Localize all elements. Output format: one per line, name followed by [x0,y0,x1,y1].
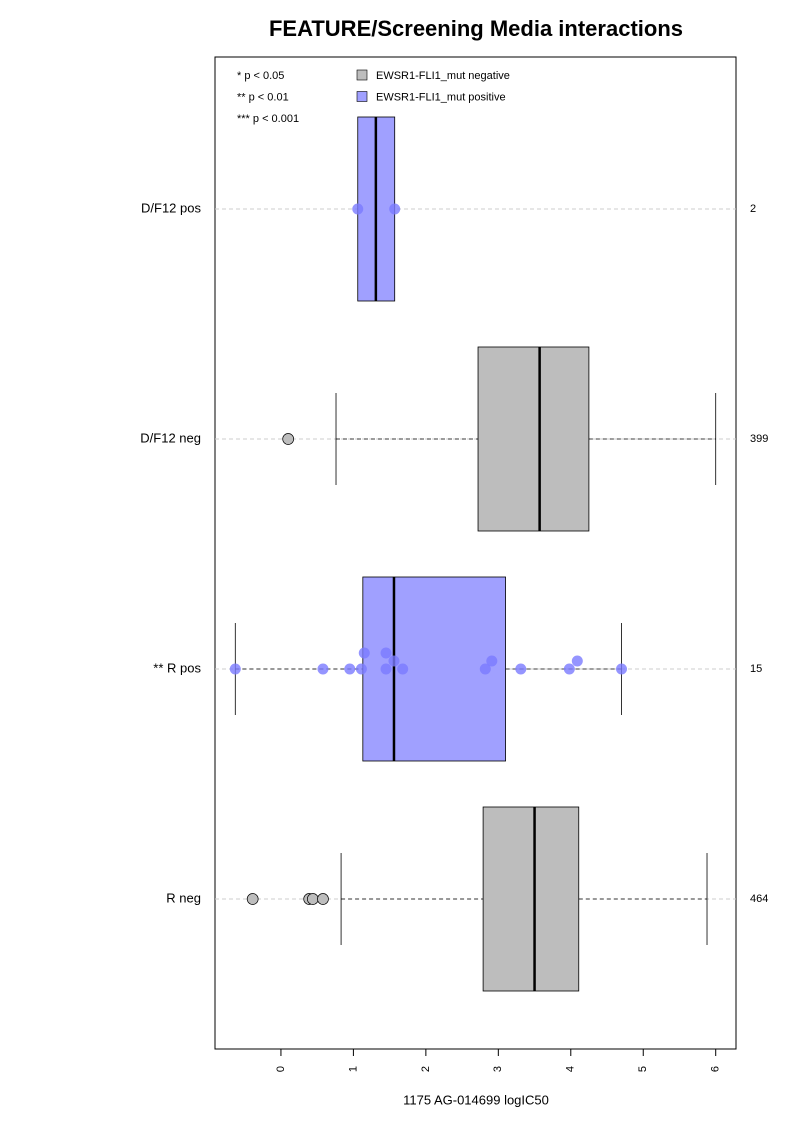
point [571,655,583,667]
significance-note: ** p < 0.01 [237,91,289,103]
x-axis-label: 1175 AG-014699 logIC50 [403,1092,549,1107]
group-count: 464 [750,893,768,905]
point [358,647,370,659]
significance-note: *** p < 0.001 [237,113,299,125]
point [479,663,491,675]
point [563,663,575,675]
x-tick-label: 2 [420,1066,432,1072]
outlier [246,893,259,905]
point [344,663,356,675]
box [482,806,580,992]
legend-label: EWSR1-FLI1_mut positive [376,91,506,103]
point [388,655,400,667]
point [616,663,628,675]
group-count: 15 [750,663,762,675]
point [389,203,401,215]
outlier [282,433,295,445]
x-tick-label: 6 [710,1066,722,1072]
plot-frame [214,56,737,1050]
legend-swatch [356,91,368,102]
point [380,663,392,675]
group-count: 2 [750,203,756,215]
group-label: D/F12 neg [140,430,201,445]
group-label: R neg [166,890,201,905]
point [486,655,498,667]
point [515,663,527,675]
point [355,663,367,675]
outlier [317,893,329,905]
point [317,663,329,675]
point [229,663,241,675]
group-label: D/F12 pos [141,200,201,215]
legend-swatch [356,69,368,81]
point [380,647,392,659]
group-count: 399 [750,433,768,445]
outlier [306,893,319,905]
x-tick-label: 1 [347,1066,359,1072]
x-tick-label: 0 [275,1066,287,1072]
point [397,663,409,675]
legend-label: EWSR1-FLI1_mut negative [376,70,510,82]
x-tick-label: 4 [565,1066,577,1072]
x-tick-label: 5 [637,1066,649,1072]
significance-note: * p < 0.05 [237,70,284,82]
box [477,346,590,532]
chart-title: FEATURE/Screening Media interactions [269,16,683,41]
point [352,203,364,215]
group-label: ** R pos [153,660,201,675]
x-tick-label: 3 [492,1066,504,1072]
